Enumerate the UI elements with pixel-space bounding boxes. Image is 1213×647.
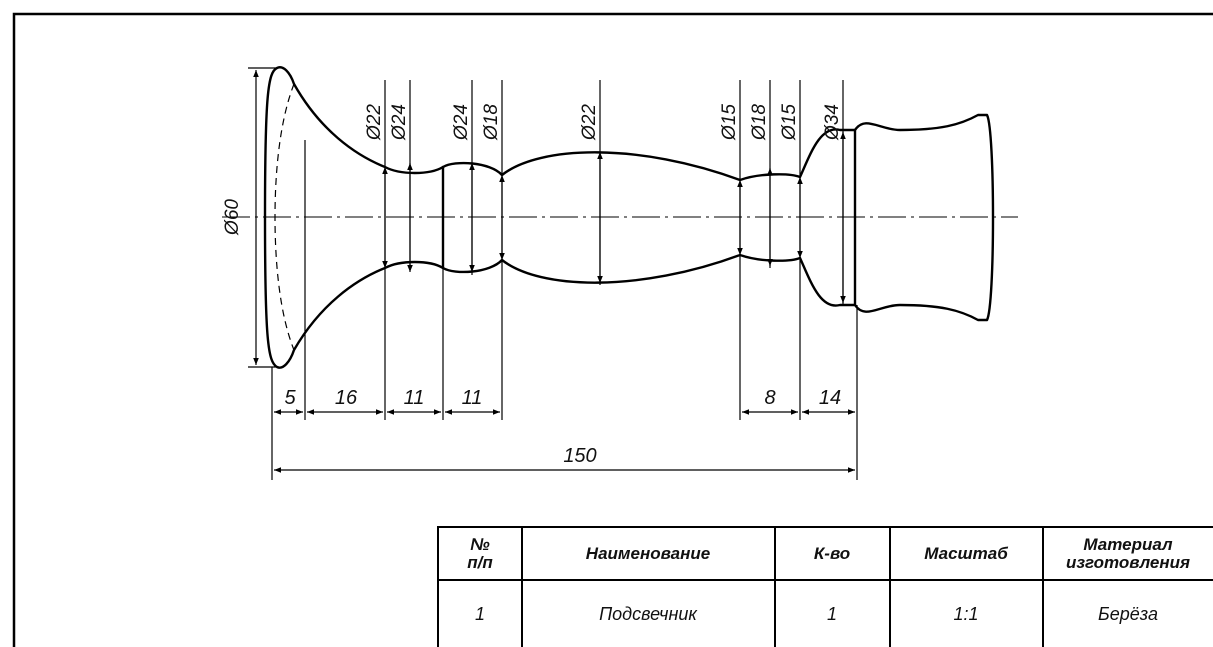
len-label-11a: 11 <box>404 387 425 409</box>
th-quantity: К-во <box>814 544 850 563</box>
len-label-11b: 11 <box>462 387 483 409</box>
length-dimension-lines <box>271 140 858 480</box>
spec-table-row: 1 Подсвечник 1 1:1 Берёза <box>475 604 1158 624</box>
candlestick-outline <box>263 66 995 369</box>
dia-label-15a: Ø15 <box>719 104 740 141</box>
length-labels: 5 16 11 11 8 14 150 <box>284 387 841 467</box>
th-number-line1: № <box>470 535 490 554</box>
dia-label-24a: Ø24 <box>389 104 410 141</box>
td-quantity: 1 <box>827 604 837 624</box>
diameter-dimension-lines <box>248 67 846 420</box>
th-number-line2: п/п <box>467 553 493 572</box>
td-number: 1 <box>475 604 485 624</box>
td-name: Подсвечник <box>599 604 698 624</box>
bowl-hidden-line <box>274 83 295 351</box>
len-label-8: 8 <box>764 387 775 409</box>
len-label-14: 14 <box>819 387 841 409</box>
dia-label-15b: Ø15 <box>779 104 800 141</box>
len-label-16: 16 <box>335 387 358 409</box>
len-label-5: 5 <box>284 387 296 409</box>
dia-label-18a: Ø18 <box>481 104 502 141</box>
spec-table <box>437 526 1213 647</box>
dia-label-34: Ø34 <box>822 104 843 141</box>
dia-label-24b: Ø24 <box>451 104 472 141</box>
th-name: Наименование <box>586 544 710 563</box>
dia-label-60: Ø60 <box>222 199 243 236</box>
td-material: Берёза <box>1098 604 1158 624</box>
dia-label-22a: Ø22 <box>364 104 385 141</box>
sheet-frame <box>12 12 1213 647</box>
dia-label-22b: Ø22 <box>579 104 600 141</box>
td-scale: 1:1 <box>953 604 978 624</box>
len-label-150: 150 <box>563 445 596 467</box>
dia-label-18b: Ø18 <box>749 104 770 141</box>
th-material-line2: изготовления <box>1066 553 1190 572</box>
th-scale: Масштаб <box>924 544 1008 563</box>
diameter-labels: Ø60 Ø22 Ø24 Ø24 Ø18 Ø22 Ø15 Ø18 Ø15 Ø34 <box>222 104 843 236</box>
spec-table-header: № п/п Наименование К-во Масштаб Материал… <box>467 535 1190 572</box>
th-material-line1: Материал <box>1083 535 1173 554</box>
